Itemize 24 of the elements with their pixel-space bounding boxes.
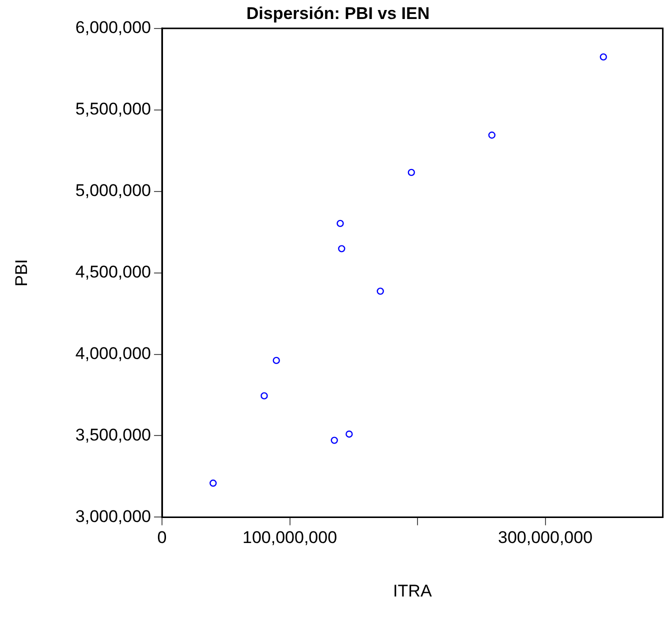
point [600, 53, 607, 61]
y-tick-label: 5,000,000 [75, 181, 152, 200]
x-axis-title: ITRA [393, 581, 432, 600]
y-tick-label: 3,000,000 [75, 506, 152, 526]
point [376, 288, 384, 295]
x-tick-label: 0 [157, 528, 167, 548]
point [346, 430, 353, 438]
point [260, 392, 268, 400]
point [408, 168, 415, 176]
point [338, 245, 346, 252]
chart-title: Dispersión: PBI vs IEN [246, 4, 430, 23]
point [272, 356, 280, 364]
x-tick-label: 100,000,000 [242, 528, 338, 548]
point [210, 480, 217, 487]
point [336, 220, 344, 228]
y-tick-label: 4,500,000 [75, 262, 152, 282]
x-tick-label: 300,000,000 [498, 528, 593, 548]
y-tick-label: 3,500,000 [75, 425, 152, 444]
point [488, 132, 496, 139]
y-tick-label: 5,500,000 [75, 100, 152, 119]
y-axis-title: PBI [12, 259, 31, 287]
y-tick-label: 4,000,000 [75, 344, 152, 363]
point [330, 436, 338, 444]
y-tick-label: 6,000,000 [75, 18, 152, 38]
